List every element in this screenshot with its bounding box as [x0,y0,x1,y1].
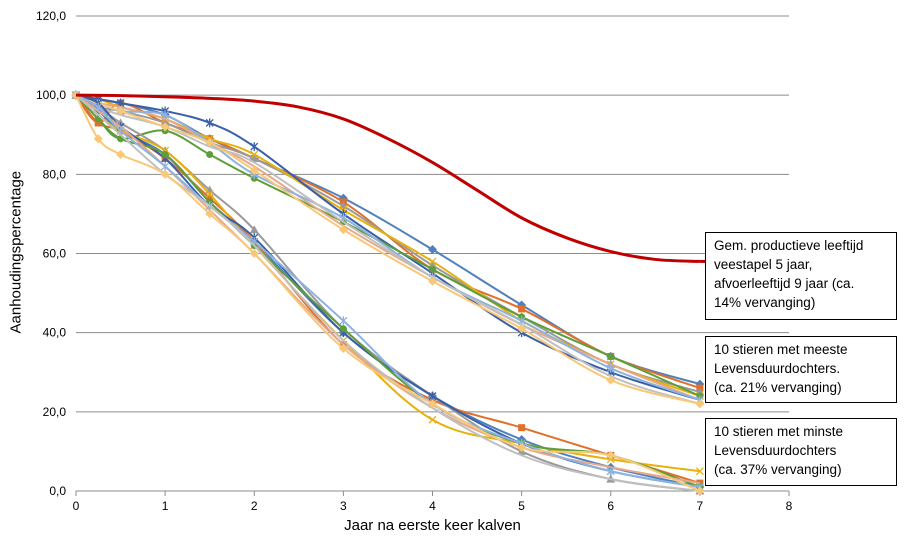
data-point [606,466,615,476]
x-tick-label: 3 [340,499,347,513]
annotation-least-longevity: 10 stieren met minste Levensduurdochters… [705,418,897,486]
data-point [338,225,348,235]
data-point [695,399,705,409]
data-point [161,110,170,120]
annotation-reference: Gem. productieve leeftijd veestapel 5 ja… [705,232,897,320]
data-point [249,154,259,162]
x-tick-label: 2 [251,499,258,513]
x-tick-label: 4 [429,499,436,513]
data-point [428,399,437,409]
data-point [429,265,436,273]
data-point [206,151,214,159]
data-point [339,316,348,326]
x-tick-label: 7 [697,499,704,513]
data-point [249,165,259,175]
data-point [607,352,615,360]
data-point [250,150,259,159]
data-point [428,276,437,286]
data-point [250,142,259,152]
y-tick-label: 20,0 [43,405,67,419]
data-point [249,249,259,258]
data-point [205,138,215,148]
x-tick-label: 5 [518,499,525,513]
data-point [205,118,214,128]
y-tick-label: 40,0 [43,326,67,340]
data-point [428,257,437,266]
data-point [93,134,103,144]
data-point [428,245,437,255]
y-tick-label: 100,0 [36,88,66,102]
data-point [428,415,437,424]
x-tick-label: 1 [162,499,169,513]
data-point [338,344,348,353]
series-line-least-4 [75,94,701,473]
data-point [205,209,215,219]
x-axis-label: Jaar na eerste keer kalven [344,517,521,534]
data-point [518,305,526,313]
data-point [249,225,259,234]
y-tick-label: 0,0 [49,484,66,498]
data-point [695,467,704,476]
data-point [116,106,126,116]
data-point [518,424,526,432]
data-point [606,375,616,385]
x-tick-label: 6 [607,499,614,513]
data-point [205,190,214,199]
data-point [94,119,102,127]
y-tick-label: 60,0 [43,247,67,261]
data-point [339,325,347,333]
data-point [161,151,169,159]
y-tick-label: 120,0 [36,9,66,23]
reference-line [75,93,700,263]
annotation-most-longevity: 10 stieren met meeste Levensduurdochters… [705,336,897,403]
y-axis-label: Aanhoudingspercentage [7,170,25,334]
x-tick-label: 8 [786,499,793,513]
data-point [116,150,126,160]
data-point [161,161,170,171]
data-point [160,169,170,179]
data-point [94,102,103,112]
y-tick-label: 80,0 [43,167,67,181]
data-point [606,363,615,373]
data-point [160,122,170,132]
data-point [517,442,527,452]
data-point [517,324,527,334]
data-point [695,486,705,496]
data-point [206,194,214,202]
series-line-least-9 [75,94,701,492]
x-tick-label: 0 [73,499,80,513]
data-point [606,450,616,460]
data-point [428,391,437,401]
